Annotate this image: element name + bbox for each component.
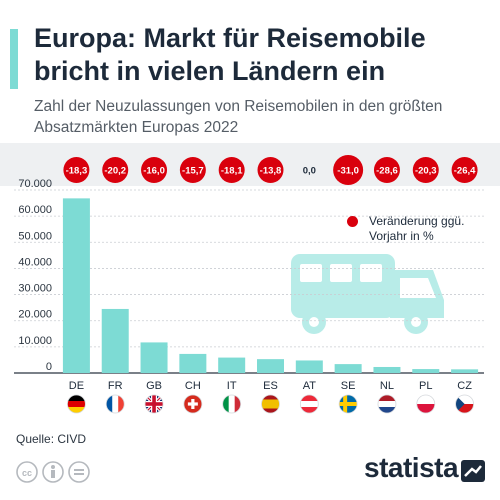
chart-title: Europa: Markt für Reisemobile bricht in … (34, 23, 426, 86)
x-label-at: AT (303, 380, 317, 392)
france-flag-icon (105, 394, 125, 414)
y-tick-label: 30.000 (18, 283, 52, 295)
y-tick-label: 70.000 (18, 178, 52, 190)
creative-commons-icon[interactable]: cc (16, 461, 38, 483)
license-icons: cc (16, 461, 90, 483)
change-label-fr: -20,2 (104, 166, 126, 177)
change-badge-nl (373, 157, 400, 183)
grid-lines (14, 189, 484, 374)
source-note: Quelle: CIVD (16, 432, 87, 446)
chart-subtitle: Zahl der Neuzulassungen von Reisemobilen… (34, 98, 443, 136)
switzerland-flag-icon (183, 394, 203, 414)
x-label-nl: NL (380, 380, 394, 392)
change-label-at: 0,0 (303, 166, 316, 177)
change-badge-pl (412, 157, 439, 183)
bar-it (218, 357, 246, 373)
bar-es (257, 359, 284, 373)
austria-flag-icon (299, 394, 319, 414)
change-label-pl: -20,3 (415, 166, 437, 177)
bar-se (334, 364, 362, 373)
change-badge-gb (141, 157, 168, 183)
y-tick-label: 0 (46, 361, 52, 373)
y-tick-label: 50.000 (18, 230, 52, 242)
change-label-es: -13,8 (260, 166, 282, 177)
change-label-se: -31,0 (337, 166, 359, 177)
bar-at (295, 360, 323, 373)
change-badge-ch (179, 157, 206, 183)
change-badge-se (333, 155, 364, 185)
x-label-pl: PL (419, 380, 432, 392)
legend-marker (347, 216, 358, 227)
no-derivatives-icon[interactable] (68, 461, 90, 483)
netherlands-flag-icon (377, 394, 397, 414)
poland-flag-icon (416, 394, 436, 414)
x-label-ch: CH (185, 380, 201, 392)
uk-flag-icon (144, 394, 164, 414)
change-label-it: -18,1 (221, 166, 243, 177)
camper-van-icon (291, 254, 444, 334)
czech-flag-icon (455, 394, 474, 414)
svg-text:cc: cc (22, 468, 32, 478)
x-label-gb: GB (146, 380, 162, 392)
bar-nl (373, 366, 401, 373)
change-badges: -18,3 -20,2 -16,0 -15,7 -18,1 -13,8 0,0 -31,0 -2… (63, 155, 478, 185)
y-tick-label: 60.000 (18, 204, 52, 216)
country-flags (67, 394, 474, 414)
sweden-flag-icon (338, 394, 358, 414)
x-label-es: ES (263, 380, 278, 392)
x-label-it: IT (227, 380, 237, 392)
change-badge-fr (102, 157, 129, 183)
germany-flag-icon (67, 394, 86, 414)
bar-de (62, 198, 90, 373)
x-label-se: SE (341, 380, 356, 392)
italy-flag-icon (222, 394, 242, 414)
title-accent-bar (10, 29, 18, 89)
bar-series (62, 198, 479, 373)
attribution-icon[interactable] (42, 461, 64, 483)
spain-flag-icon (261, 394, 280, 414)
legend: Veränderung ggü. Vorjahr in % (347, 214, 497, 244)
y-axis: 0 10.000 20.000 30.000 40.000 50.000 60.000 70.… (18, 178, 52, 373)
y-tick-label: 10.000 (18, 335, 52, 347)
statista-logo-text[interactable]: statista (364, 452, 459, 483)
bar-cz (451, 369, 479, 373)
legend-label: Veränderung ggü. Vorjahr in % (369, 214, 465, 243)
change-label-nl: -28,6 (376, 166, 398, 177)
change-badge-es (257, 157, 284, 183)
x-axis: DE FR GB CH IT ES AT SE NL PL CZ (69, 380, 472, 392)
y-tick-label: 20.000 (18, 309, 52, 321)
bar-gb (140, 342, 168, 373)
change-badge-it (218, 157, 245, 183)
y-tick-label: 40.000 (18, 256, 52, 268)
statista-logo-icon (461, 460, 485, 482)
bar-ch (179, 353, 207, 373)
change-label-ch: -15,7 (182, 166, 204, 177)
change-badge-cz (451, 157, 478, 183)
change-label-de: -18,3 (66, 166, 88, 177)
change-badge-de (63, 157, 90, 183)
x-label-de: DE (69, 380, 84, 392)
change-label-gb: -16,0 (143, 166, 165, 177)
change-label-cz: -26,4 (454, 166, 476, 177)
x-label-fr: FR (108, 380, 123, 392)
bar-pl (412, 369, 440, 373)
x-label-cz: CZ (457, 380, 472, 392)
bar-fr (101, 308, 129, 373)
